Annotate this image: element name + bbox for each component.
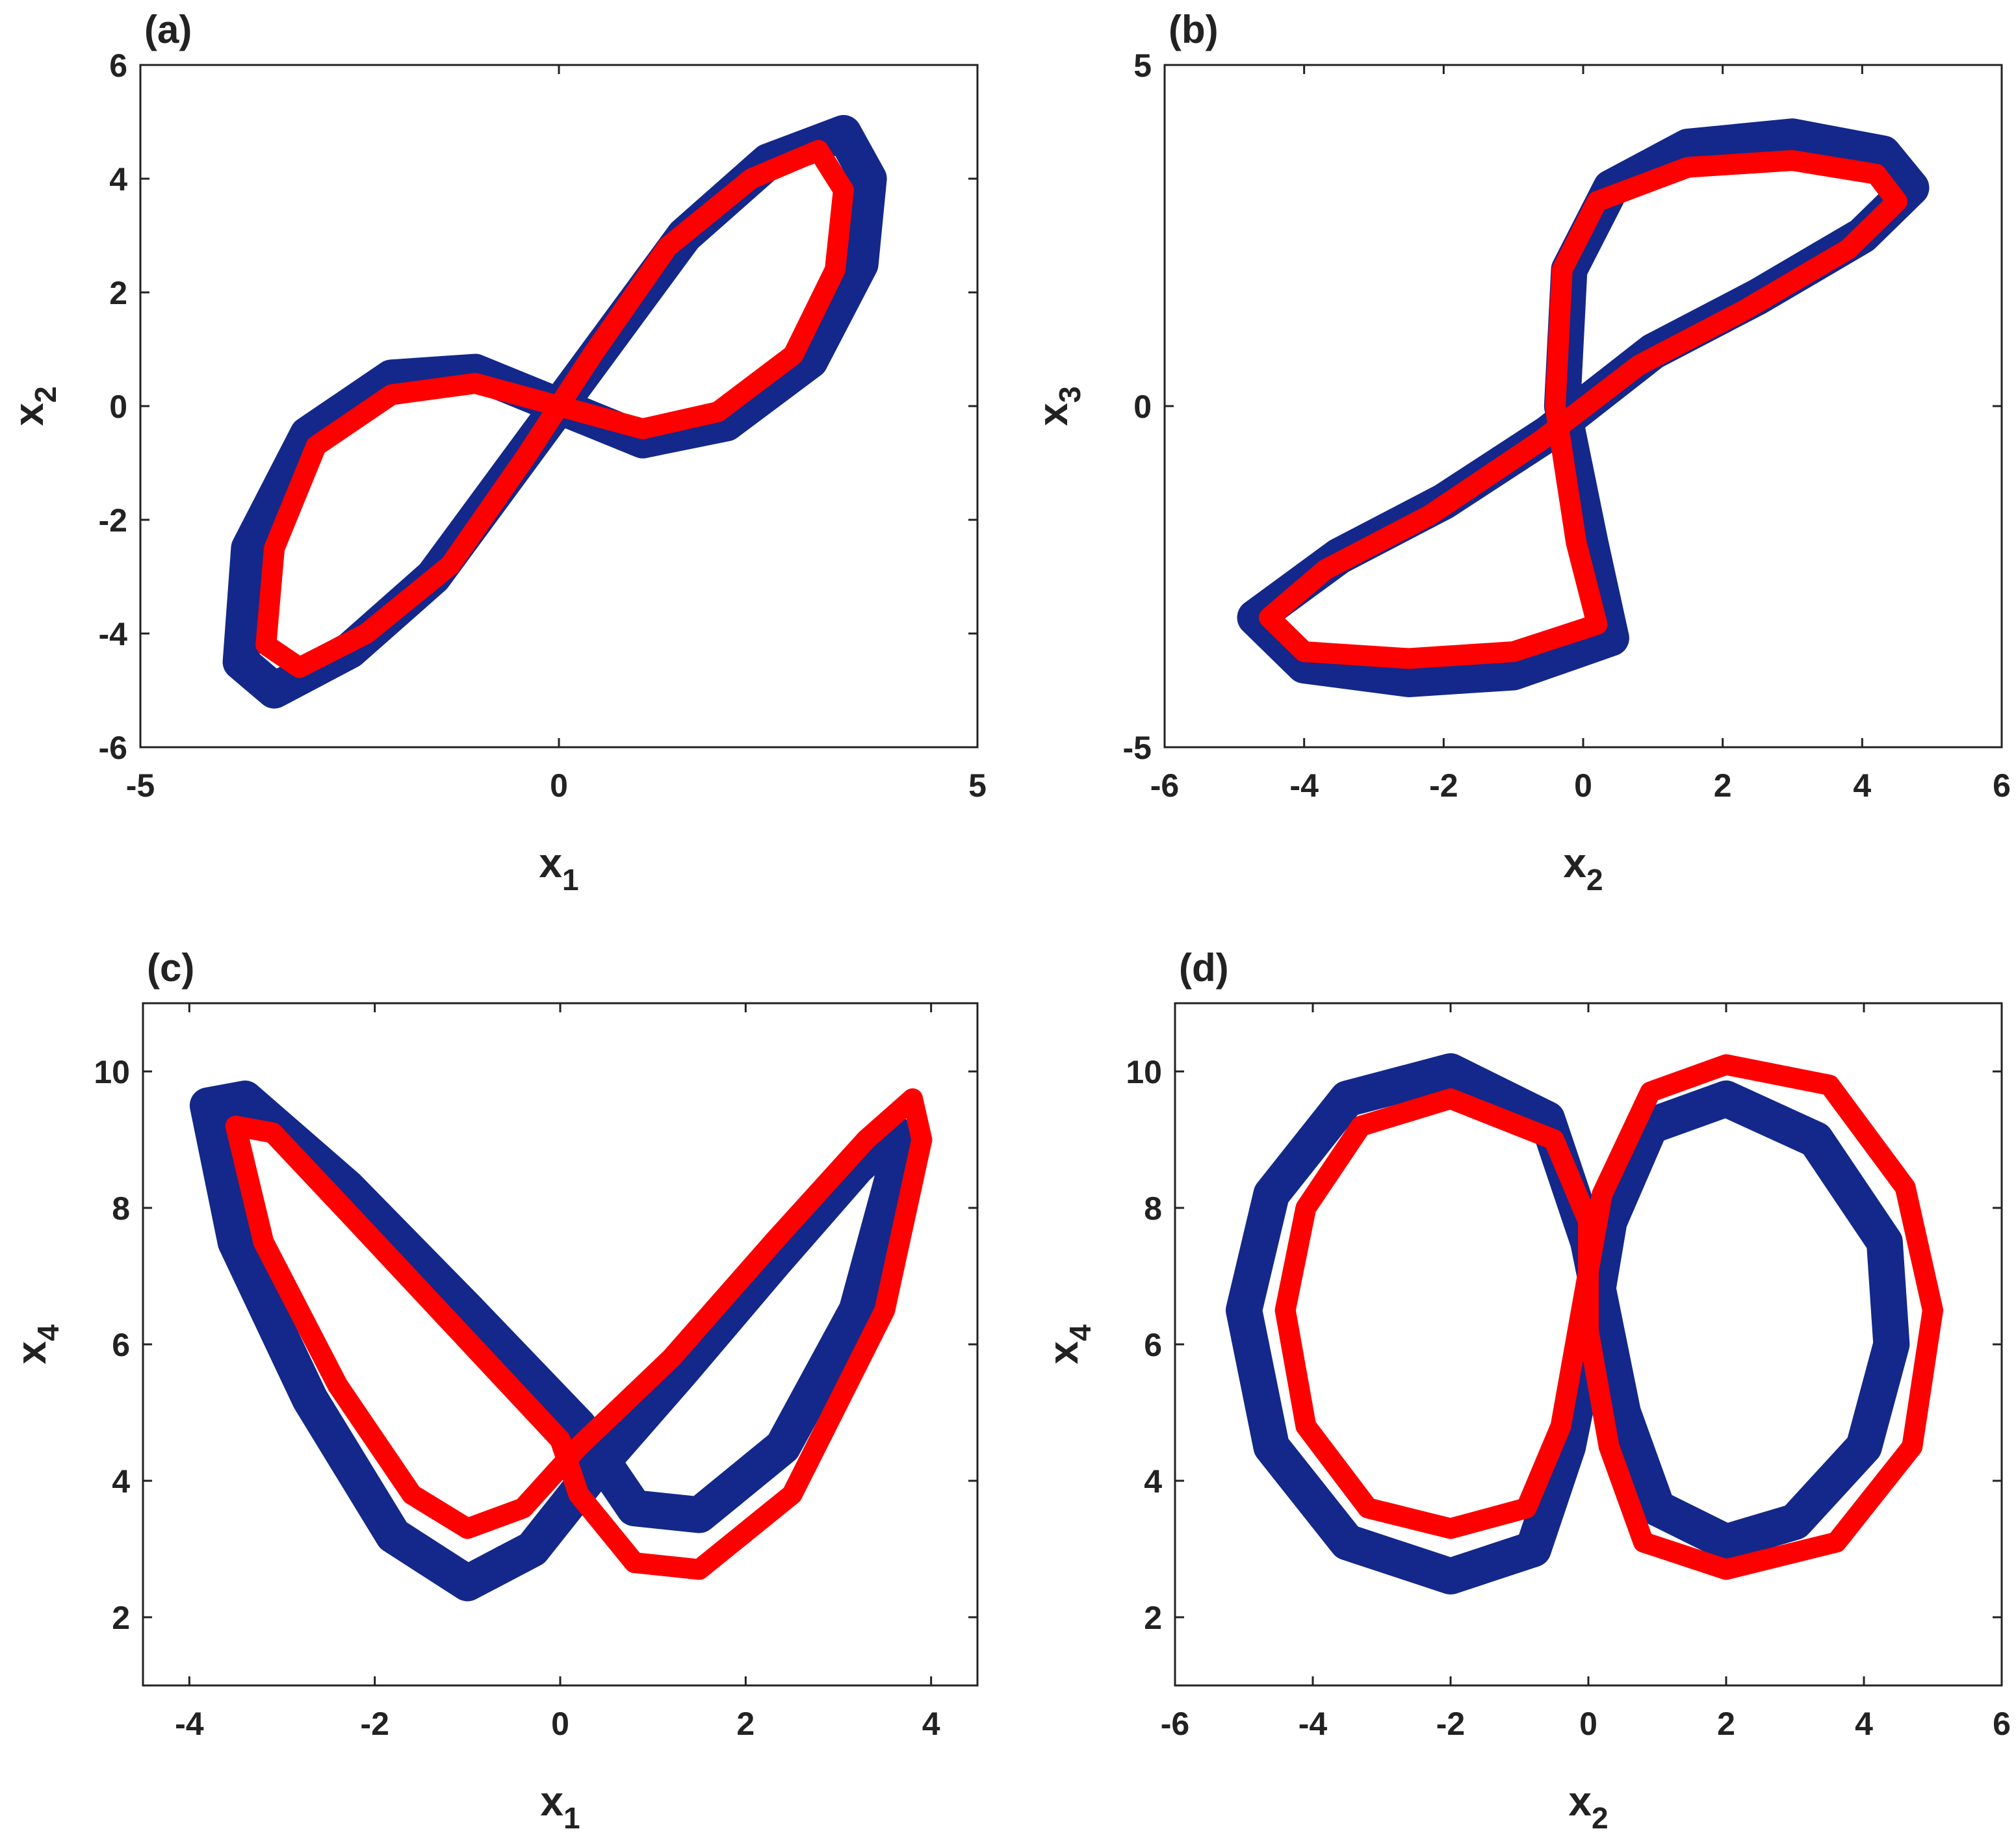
x-tick-label: -6 (1161, 1706, 1189, 1742)
x-tick-label: -6 (1150, 767, 1179, 804)
y-axis-label-base: x (1029, 403, 1076, 426)
y-tick-label: 0 (109, 389, 127, 425)
y-tick-label: 4 (109, 161, 127, 198)
y-tick-label: 5 (1133, 47, 1152, 84)
x-axis-label: x1 (539, 839, 578, 897)
x-tick-label: 0 (550, 767, 568, 804)
x-axis-label-base: x (539, 839, 562, 886)
y-axis-label-base: x (5, 403, 52, 426)
x-tick-label: -5 (126, 767, 155, 804)
panel-title: (a) (144, 8, 192, 51)
x-axis-label: x1 (540, 1778, 580, 1835)
y-tick-label: 6 (1144, 1327, 1162, 1363)
x-axis-label: x2 (1563, 839, 1603, 897)
y-tick-label: 2 (1144, 1600, 1162, 1636)
x-tick-label: -4 (1299, 1706, 1328, 1742)
x-tick-label: -2 (1429, 767, 1458, 804)
y-axis-label: x2 (5, 386, 62, 426)
x-tick-label: -2 (1436, 1706, 1465, 1742)
y-tick-label: 2 (112, 1600, 130, 1636)
y-tick-label: 4 (112, 1463, 130, 1500)
x-tick-label: 6 (1993, 1706, 2011, 1742)
x-tick-label: 4 (1853, 767, 1871, 804)
y-axis-label-base: x (8, 1341, 55, 1364)
x-tick-label: -4 (1289, 767, 1319, 804)
y-tick-label: 6 (109, 47, 127, 84)
y-tick-label: 10 (94, 1054, 130, 1090)
x-tick-label: 4 (922, 1706, 940, 1742)
y-axis-label: x4 (1040, 1324, 1097, 1364)
trajectory (255, 140, 854, 678)
x-tick-label: 5 (968, 767, 987, 804)
y-axis-label-sub: 2 (29, 386, 62, 403)
x-axis-label-sub: 1 (562, 863, 579, 897)
x-tick-label: 4 (1855, 1706, 1873, 1742)
y-tick-label: -4 (99, 616, 128, 652)
y-tick-label: -2 (99, 502, 127, 539)
y-tick-label: 0 (1133, 389, 1152, 425)
panel-title: (b) (1169, 8, 1219, 51)
y-axis-label-sub: 4 (31, 1324, 65, 1341)
y-tick-label: 8 (112, 1190, 130, 1227)
x-tick-label: -2 (360, 1706, 389, 1742)
y-axis-label: x3 (1029, 386, 1087, 426)
y-tick-label: 4 (1144, 1463, 1162, 1500)
y-tick-label: 2 (109, 275, 127, 311)
y-axis-label-base: x (1040, 1341, 1087, 1364)
x-tick-label: 0 (1574, 767, 1592, 804)
x-axis-label-base: x (1568, 1778, 1592, 1825)
x-tick-label: 0 (1579, 1706, 1597, 1742)
x-axis-label-sub: 1 (563, 1801, 580, 1835)
x-axis-label-base: x (540, 1778, 563, 1825)
x-axis-label-base: x (1563, 839, 1586, 886)
y-tick-label: -5 (1123, 730, 1152, 766)
x-tick-label: 2 (1717, 1706, 1735, 1742)
x-axis-label-sub: 2 (1586, 863, 1603, 897)
y-tick-label: 10 (1126, 1054, 1162, 1090)
x-tick-label: -4 (175, 1706, 204, 1742)
trajectory (1274, 1054, 1943, 1580)
y-axis-label: x4 (8, 1324, 65, 1364)
x-axis-label: x2 (1568, 1778, 1608, 1835)
y-axis-label-sub: 3 (1053, 386, 1087, 403)
y-tick-label: 6 (112, 1327, 130, 1363)
x-tick-label: 2 (1714, 767, 1732, 804)
x-tick-label: 2 (736, 1706, 755, 1742)
trajectory (1259, 150, 1907, 669)
x-tick-label: 0 (551, 1706, 569, 1742)
y-tick-label: 8 (1144, 1190, 1162, 1227)
panel-title: (d) (1179, 946, 1229, 990)
y-axis-label-sub: 4 (1063, 1324, 1097, 1341)
y-tick-label: -6 (99, 730, 127, 766)
trajectory (189, 1081, 912, 1602)
panel-title: (c) (147, 946, 194, 990)
trajectory (225, 1088, 933, 1580)
x-tick-label: 6 (1993, 767, 2011, 804)
x-axis-label-sub: 2 (1592, 1801, 1609, 1835)
